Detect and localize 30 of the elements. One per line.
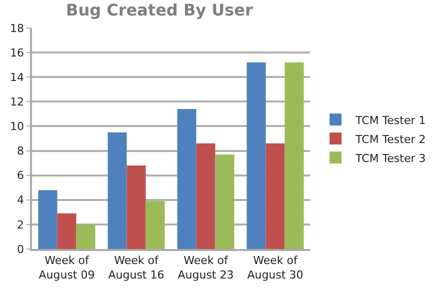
x-tick-label: Week of August 16 [108,254,164,282]
bar [196,143,216,249]
y-tick-label: 8 [17,144,24,158]
y-tick-label: 6 [17,169,24,182]
x-tick-label: Week of August 09 [38,254,95,282]
y-tick-label: 2 [17,218,24,232]
bar [126,166,146,249]
chart-title: Bug Created By User [66,0,254,20]
legend-label: TCM Tester 1 [354,114,426,127]
bar [284,62,304,249]
x-tick-label: Week of August 23 [178,254,234,282]
y-tick-label: 0 [17,242,24,256]
legend-label: TCM Tester 3 [354,152,426,165]
y-tick-label: 12 [10,96,24,109]
x-tick-label: Week of August 30 [247,254,304,282]
bar [108,132,127,249]
y-tick-label: 10 [10,120,24,134]
y-tick-label: 14 [10,70,24,84]
bar [38,190,58,249]
legend-label: TCM Tester 2 [354,132,426,146]
bar [215,154,234,249]
bar [57,213,76,249]
y-tick-label: 18 [10,22,24,35]
bar [177,109,196,249]
bar [76,224,96,249]
y-tick-label: 16 [10,46,24,60]
bar [266,143,285,249]
y-tick-label: 4 [17,194,24,207]
bar [146,201,165,249]
bar [246,62,266,249]
